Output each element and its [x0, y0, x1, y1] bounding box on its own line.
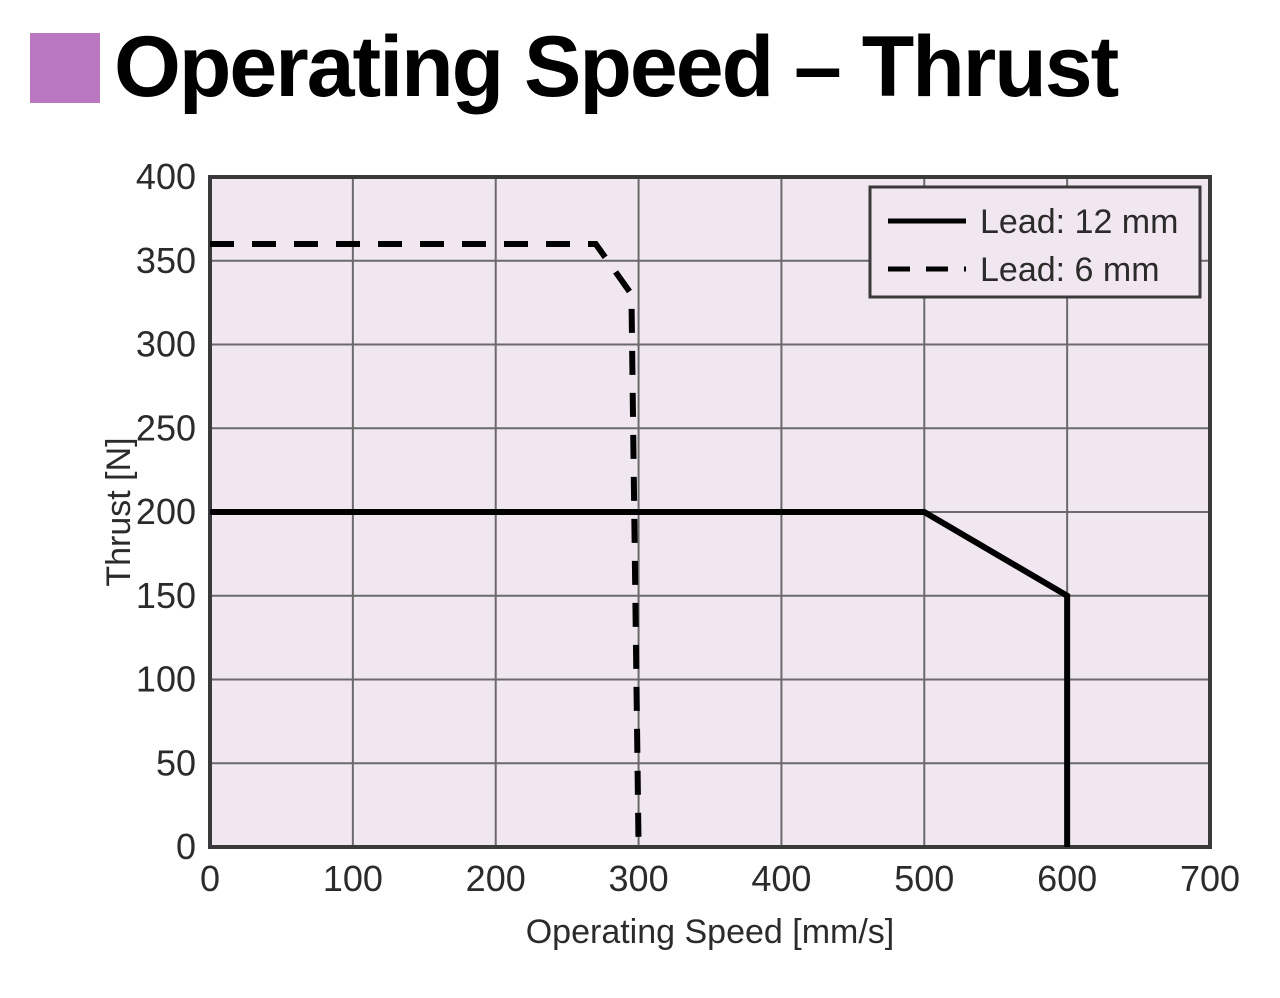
- x-tick-label: 200: [466, 858, 526, 899]
- x-tick-label: 500: [894, 858, 954, 899]
- chart-container: 0 100 200 300 400 500 600 700 0 50 100 150 200 250 300…: [100, 157, 1250, 957]
- legend-item-label: Lead: 6 mm: [980, 251, 1160, 289]
- title-swatch: [30, 33, 100, 103]
- y-tick-label: 400: [136, 157, 196, 197]
- x-tick-label: 300: [609, 858, 669, 899]
- y-axis-label: Thrust [N]: [100, 437, 138, 586]
- x-axis-label: Operating Speed [mm/s]: [526, 913, 895, 951]
- y-tick-label: 300: [136, 324, 196, 365]
- x-tick-label: 100: [323, 858, 383, 899]
- x-tick-label: 400: [751, 858, 811, 899]
- y-tick-label: 250: [136, 407, 196, 448]
- chart-title: Operating Speed – Thrust: [114, 18, 1117, 117]
- y-tick-label: 50: [156, 742, 196, 783]
- y-tick-label: 350: [136, 240, 196, 281]
- y-tick-label: 0: [176, 826, 196, 867]
- page: Operating Speed – Thrust 0 100 200 300 400 50…: [0, 0, 1280, 998]
- thrust-speed-chart: 0 100 200 300 400 500 600 700 0 50 100 150 200 250 300…: [100, 157, 1240, 957]
- y-tick-label: 100: [136, 659, 196, 700]
- y-tick-label: 200: [136, 491, 196, 532]
- y-tick-label: 150: [136, 575, 196, 616]
- legend-item-label: Lead: 12 mm: [980, 203, 1178, 241]
- x-tick-label: 700: [1180, 858, 1240, 899]
- title-row: Operating Speed – Thrust: [30, 18, 1250, 117]
- x-tick-label: 0: [200, 858, 220, 899]
- x-tick-label: 600: [1037, 858, 1097, 899]
- legend: Lead: 12 mm Lead: 6 mm: [870, 187, 1200, 297]
